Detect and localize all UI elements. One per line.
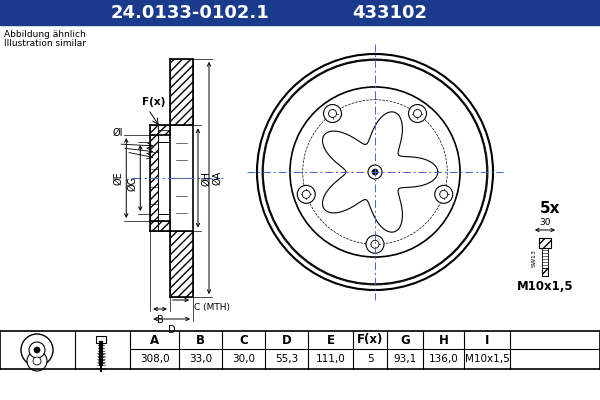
Bar (150, 126, 170, 135)
Circle shape (263, 60, 487, 284)
Circle shape (435, 185, 453, 203)
Text: 111,0: 111,0 (316, 354, 346, 364)
Bar (158, 142, 170, 214)
Text: 136,0: 136,0 (428, 354, 458, 364)
Text: D: D (281, 334, 292, 346)
Text: 5x: 5x (540, 201, 560, 216)
Text: G: G (400, 334, 410, 346)
Circle shape (27, 351, 47, 371)
Text: A: A (150, 334, 159, 346)
Text: 30,0: 30,0 (232, 354, 255, 364)
Text: 24.0133-0102.1: 24.0133-0102.1 (110, 4, 269, 22)
Text: ØE: ØE (113, 171, 123, 185)
Text: F(x): F(x) (357, 334, 383, 346)
Text: I: I (485, 334, 489, 346)
Text: C: C (239, 334, 248, 346)
Text: M10x1,5: M10x1,5 (464, 354, 509, 364)
Text: SW13: SW13 (532, 249, 537, 267)
Text: 308,0: 308,0 (140, 354, 169, 364)
Circle shape (297, 185, 315, 203)
Text: 93,1: 93,1 (394, 354, 416, 364)
Circle shape (33, 357, 41, 365)
Circle shape (371, 240, 379, 248)
Circle shape (329, 110, 337, 118)
Text: Illustration similar: Illustration similar (4, 39, 86, 48)
Bar (539, 238, 551, 248)
Circle shape (262, 59, 488, 285)
Text: 433102: 433102 (353, 4, 427, 22)
Text: C (MTH): C (MTH) (194, 303, 230, 312)
Circle shape (257, 54, 493, 290)
Polygon shape (322, 112, 438, 232)
Text: E: E (326, 334, 335, 346)
Circle shape (21, 334, 53, 366)
Bar (187, 126, 193, 230)
Bar (150, 221, 170, 230)
Bar (170, 59, 193, 126)
Text: ØG: ØG (127, 176, 137, 190)
Bar (542, 268, 548, 276)
Bar (158, 214, 170, 221)
Bar (0, 331, 600, 369)
Bar (0, 0, 600, 25)
Text: ØI: ØI (112, 128, 123, 138)
Text: 55,3: 55,3 (275, 354, 298, 364)
Bar (96, 336, 106, 343)
Text: ØA: ØA (212, 171, 222, 185)
Bar (150, 135, 158, 221)
Circle shape (366, 235, 384, 253)
Circle shape (368, 165, 382, 179)
Bar (170, 126, 176, 230)
Text: 33,0: 33,0 (189, 354, 212, 364)
Text: B: B (196, 334, 205, 346)
Circle shape (302, 190, 310, 198)
Circle shape (440, 190, 448, 198)
Bar (542, 248, 548, 268)
Text: F(x): F(x) (142, 98, 166, 108)
Text: 30: 30 (539, 218, 551, 227)
Text: Abbildung ähnlich: Abbildung ähnlich (4, 30, 86, 39)
Bar (170, 230, 193, 297)
Text: M10x1,5: M10x1,5 (517, 280, 574, 293)
Circle shape (413, 110, 421, 118)
Circle shape (29, 342, 45, 358)
Text: H: H (439, 334, 448, 346)
Text: ØH: ØH (201, 170, 211, 186)
Circle shape (409, 104, 427, 122)
Text: B: B (157, 315, 163, 325)
Text: 5: 5 (367, 354, 373, 364)
Circle shape (290, 87, 460, 257)
Text: D: D (168, 325, 175, 335)
Circle shape (323, 104, 341, 122)
Bar (158, 135, 170, 142)
Circle shape (372, 169, 378, 175)
Bar (0, 25, 600, 335)
Circle shape (34, 347, 40, 353)
